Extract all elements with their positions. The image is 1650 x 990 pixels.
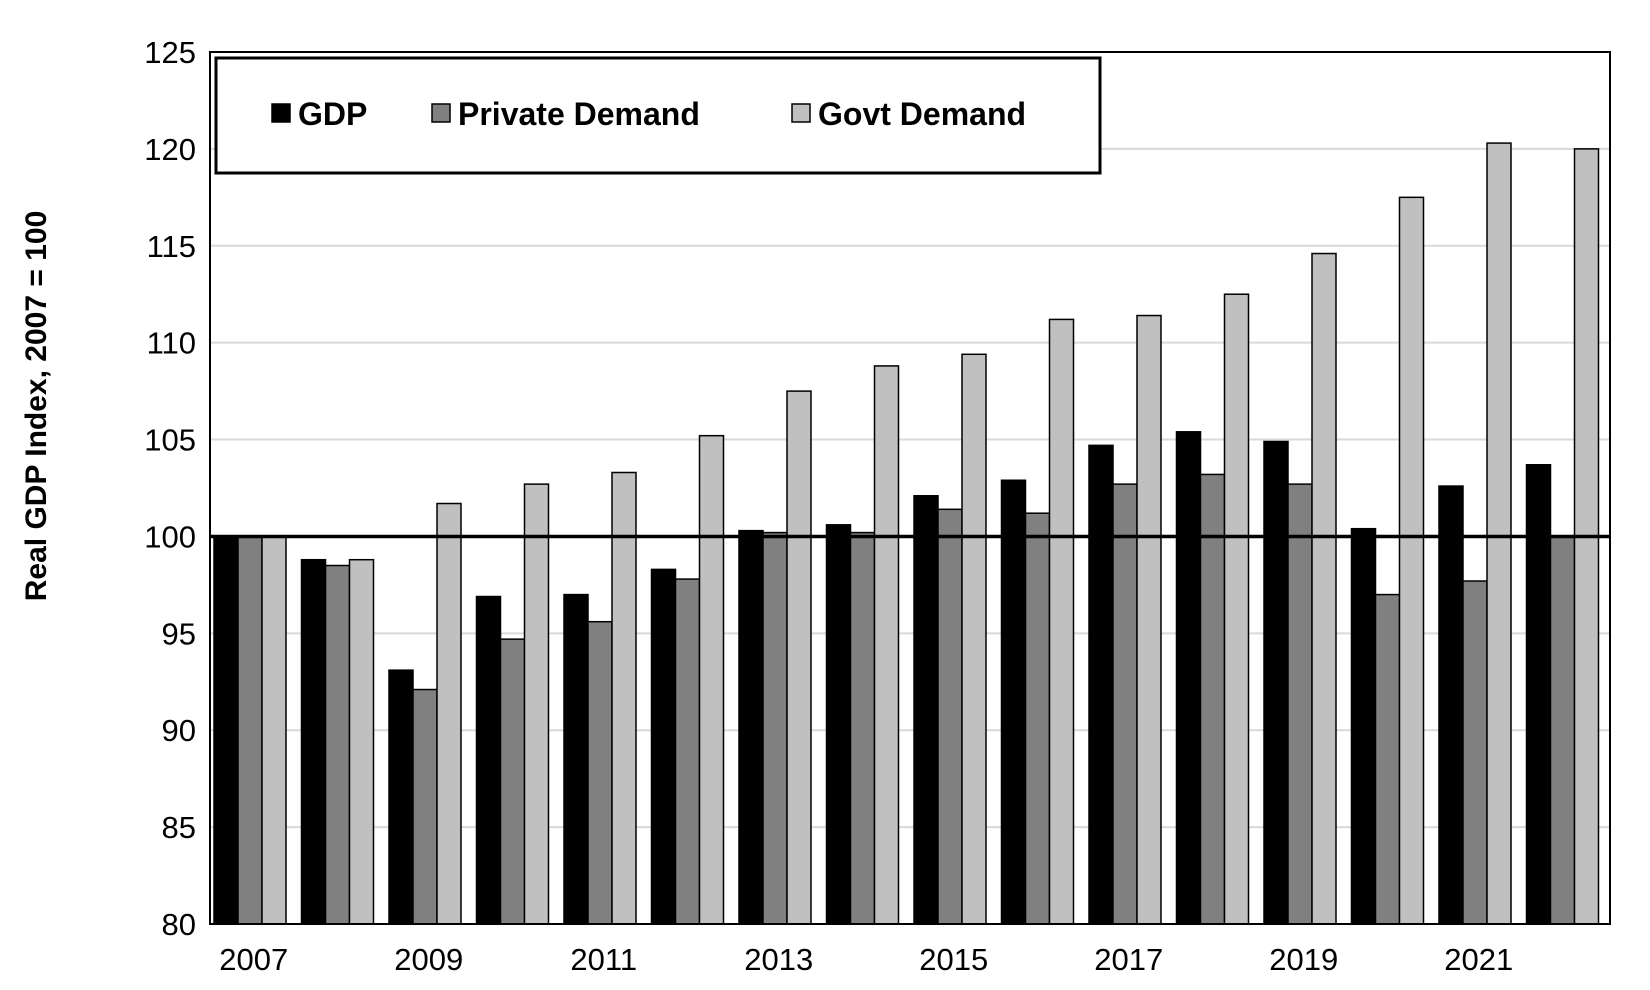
y-tick-label: 125 xyxy=(144,35,196,70)
legend-swatch-private-demand xyxy=(431,103,451,123)
bars xyxy=(213,142,1600,925)
bar-private-demand xyxy=(849,531,876,925)
bar-private-demand xyxy=(937,508,963,925)
bar-gdp xyxy=(1525,463,1552,925)
x-tick-label: 2009 xyxy=(394,942,463,977)
bar-gdp xyxy=(213,535,239,925)
bar-govt-demand xyxy=(786,390,812,925)
bar-gdp xyxy=(1175,431,1202,925)
y-tick-label: 105 xyxy=(144,423,196,458)
bar-govt-demand xyxy=(873,365,900,925)
bar-private-demand xyxy=(762,531,788,925)
y-tick-label: 95 xyxy=(162,616,196,651)
bar-govt-demand xyxy=(1223,293,1250,925)
x-tick-label: 2019 xyxy=(1269,942,1338,977)
legend-swatch-govt-demand xyxy=(791,103,811,123)
legend: GDP Private Demand Govt Demand xyxy=(214,56,1102,175)
bar-private-demand xyxy=(1287,483,1313,925)
y-tick-label: 110 xyxy=(147,326,196,361)
x-tick-label: 2017 xyxy=(1094,942,1163,977)
legend-swatch-gdp xyxy=(271,103,291,123)
legend-label-govt-demand: Govt Demand xyxy=(818,96,1026,132)
bar-private-demand xyxy=(587,620,613,925)
bar-gdp xyxy=(1088,444,1114,925)
y-tick-label: 85 xyxy=(162,810,196,845)
bar-private-demand xyxy=(1462,580,1488,925)
x-tick-labels: 2007 2009 2011 2013 2015 2017 2019 2021 xyxy=(219,942,1513,977)
legend-label-private-demand: Private Demand xyxy=(458,96,700,132)
legend-frame xyxy=(214,56,1102,175)
y-tick-label: 100 xyxy=(144,519,196,554)
y-tick-labels: 80 85 90 95 100 105 110 115 120 125 xyxy=(144,35,196,942)
bar-gdp xyxy=(563,593,589,925)
bar-govt-demand xyxy=(698,434,725,925)
bar-govt-demand xyxy=(261,535,287,925)
bar-gdp xyxy=(300,558,327,925)
plot-area-frame xyxy=(209,51,1611,925)
bar-gdp xyxy=(388,669,414,925)
x-tick-label: 2021 xyxy=(1444,942,1513,977)
bar-gdp xyxy=(475,595,502,925)
bar-govt-demand xyxy=(611,471,637,925)
bar-private-demand xyxy=(1024,512,1051,925)
bar-private-demand xyxy=(1549,535,1576,925)
bar-govt-demand xyxy=(1486,142,1512,925)
bar-gdp xyxy=(650,568,677,925)
bar-private-demand xyxy=(1199,473,1226,925)
bar-govt-demand xyxy=(1136,314,1162,925)
bar-govt-demand xyxy=(436,502,462,925)
bar-gdp xyxy=(1263,440,1289,925)
bar-gdp xyxy=(738,529,764,925)
x-tick-label: 2015 xyxy=(919,942,988,977)
bar-gdp xyxy=(1438,485,1464,925)
bar-govt-demand xyxy=(1398,196,1425,925)
bar-private-demand xyxy=(674,578,701,925)
bar-govt-demand xyxy=(1048,318,1075,925)
bar-gdp xyxy=(913,495,939,925)
x-tick-label: 2007 xyxy=(219,942,288,977)
bar-govt-demand xyxy=(1311,252,1337,925)
bar-govt-demand xyxy=(348,558,375,925)
bar-private-demand xyxy=(499,638,526,925)
bar-gdp xyxy=(825,524,852,925)
bar-private-demand xyxy=(1112,483,1138,925)
bar-gdp xyxy=(1350,527,1377,925)
y-tick-label: 80 xyxy=(162,907,196,942)
bar-private-demand xyxy=(324,564,351,925)
bar-gdp xyxy=(1000,479,1027,925)
y-tick-label: 115 xyxy=(147,229,196,264)
bar-govt-demand xyxy=(523,483,550,925)
y-tick-label: 120 xyxy=(144,132,196,167)
bar-private-demand xyxy=(1374,593,1401,925)
y-axis-label: Real GDP Index, 2007 = 100 xyxy=(20,211,53,602)
bar-private-demand xyxy=(412,688,438,925)
y-tick-label: 90 xyxy=(162,713,196,748)
x-tick-label: 2011 xyxy=(570,942,637,977)
x-tick-label: 2013 xyxy=(744,942,813,977)
bar-private-demand xyxy=(237,535,263,925)
bar-govt-demand xyxy=(961,353,987,925)
legend-label-gdp: GDP xyxy=(298,96,367,132)
